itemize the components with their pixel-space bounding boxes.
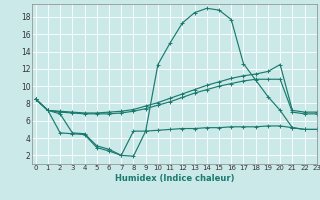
X-axis label: Humidex (Indice chaleur): Humidex (Indice chaleur) bbox=[115, 174, 234, 183]
